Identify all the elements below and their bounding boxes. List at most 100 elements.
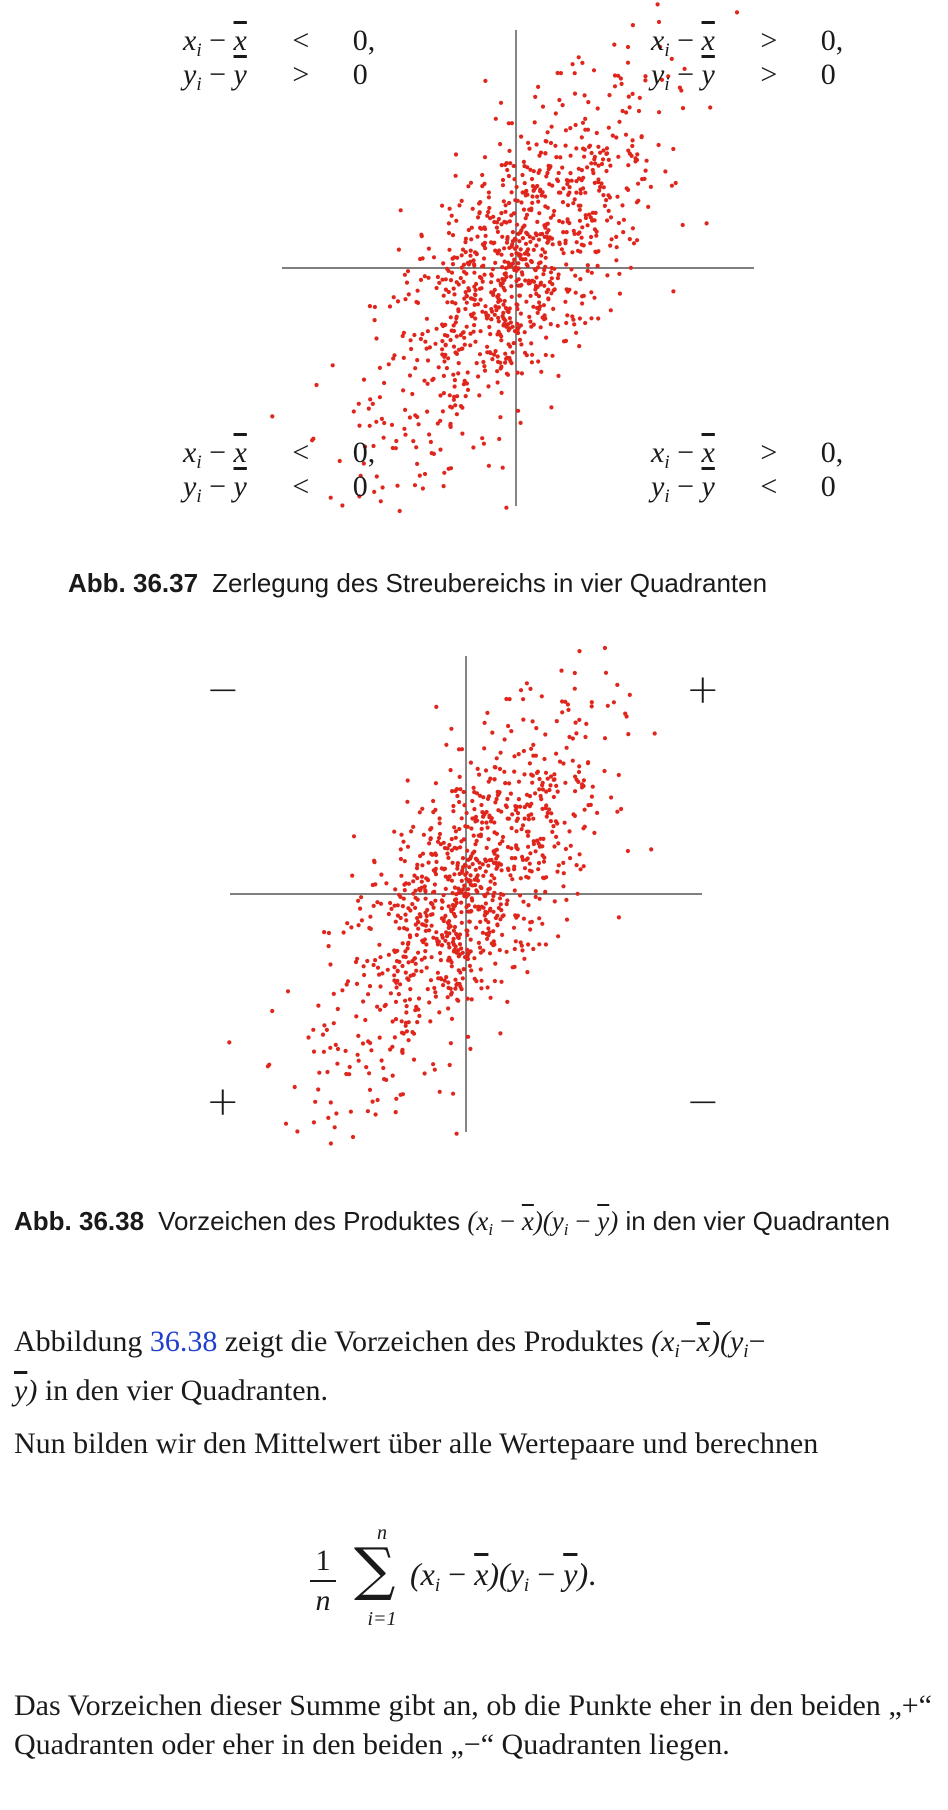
scatter-point [542,250,548,255]
scatter-point [605,273,610,278]
scatter-point [607,93,612,98]
scatter-point [461,269,467,274]
scatter-point [460,856,466,861]
scatter-point [477,201,482,206]
scatter-point [601,185,606,190]
scatter-point [468,343,473,348]
scatter-point [517,337,523,342]
scatter-point [399,1019,404,1024]
scatter-point [433,872,439,877]
scatter-point [521,697,526,702]
scatter-point [427,1000,432,1005]
scatter-point [534,291,539,296]
scatter-point [453,914,458,919]
scatter-point [573,273,578,278]
scatter-point [462,296,467,301]
scatter-point [450,902,455,908]
scatter-point [495,354,500,359]
scatter-point [585,268,590,273]
scatter-point [580,301,585,306]
scatter-point [418,336,423,342]
scatter-point [555,323,560,328]
scatter-point [515,321,520,326]
scatter-point [509,294,514,299]
scatter-point [434,285,439,291]
scatter-point [591,68,597,73]
scatter-point [343,1048,348,1053]
scatter-point [499,222,504,227]
scatter-point [474,281,479,287]
scatter-point [424,942,429,947]
scatter-point [583,320,588,326]
scatter-point [452,924,458,930]
scatter-point [571,812,576,817]
scatter-point [409,829,414,834]
figure-reference-link[interactable]: 36.38 [149,1325,218,1358]
scatter-point [414,932,419,938]
scatter-point [525,856,530,861]
scatter-point [378,499,383,504]
scatter-point [482,893,487,898]
scatter-point [514,251,519,256]
scatter-point [431,255,437,260]
scatter-point [453,788,458,793]
scatter-point [431,1062,436,1067]
scatter-point [407,373,413,378]
scatter-point [519,827,524,832]
scatter-point [509,826,514,831]
scatter-point [548,322,553,327]
scatter-point [568,856,573,861]
scatter-point [440,339,445,344]
scatter-point [493,304,498,309]
scatter-point [421,922,426,927]
scatter-point [441,484,446,489]
scatter-point [446,980,451,985]
scatter-point [563,699,568,704]
scatter-point [374,474,379,479]
scatter-point [401,839,406,844]
scatter-point [515,811,521,816]
scatter-point [518,311,524,316]
scatter-point [630,143,635,149]
scatter-point [504,696,509,702]
scatter-point [559,668,564,673]
scatter-point [492,890,497,895]
scatter-point [574,777,579,782]
scatter-point [451,323,456,328]
scatter-point [456,890,462,895]
scatter-point [431,798,436,804]
scatter-point [593,210,598,215]
scatter-point [572,71,577,76]
scatter-point [407,415,412,420]
scatter-point [589,270,594,275]
scatter-point [583,734,588,740]
fraction-bar [310,1580,336,1582]
scatter-point [526,140,531,145]
scatter-point [616,154,621,159]
scatter-point [548,165,553,170]
scatter-point [526,817,532,822]
scatter-point [418,277,424,282]
scatter-point [477,393,482,398]
scatter-point [541,875,546,880]
scatter-point [560,220,565,225]
scatter-point [611,700,617,705]
scatter-point [502,246,507,251]
scatter-point [468,253,473,258]
scatter-point [506,264,511,269]
scatter-point [524,681,530,686]
scatter-point [466,879,472,884]
scatter-point [590,218,595,223]
scatter-point [475,766,480,771]
scatter-point [378,955,383,960]
scatter-point [577,344,582,349]
scatter-point [481,814,486,819]
scatter-point [498,750,503,755]
scatter-point [490,267,495,272]
scatter-point [599,181,604,186]
scatter-point [492,352,497,357]
scatter-point [609,237,614,242]
scatter-point [375,965,381,970]
scatter-point [364,1065,369,1070]
scatter-point [390,1073,395,1078]
